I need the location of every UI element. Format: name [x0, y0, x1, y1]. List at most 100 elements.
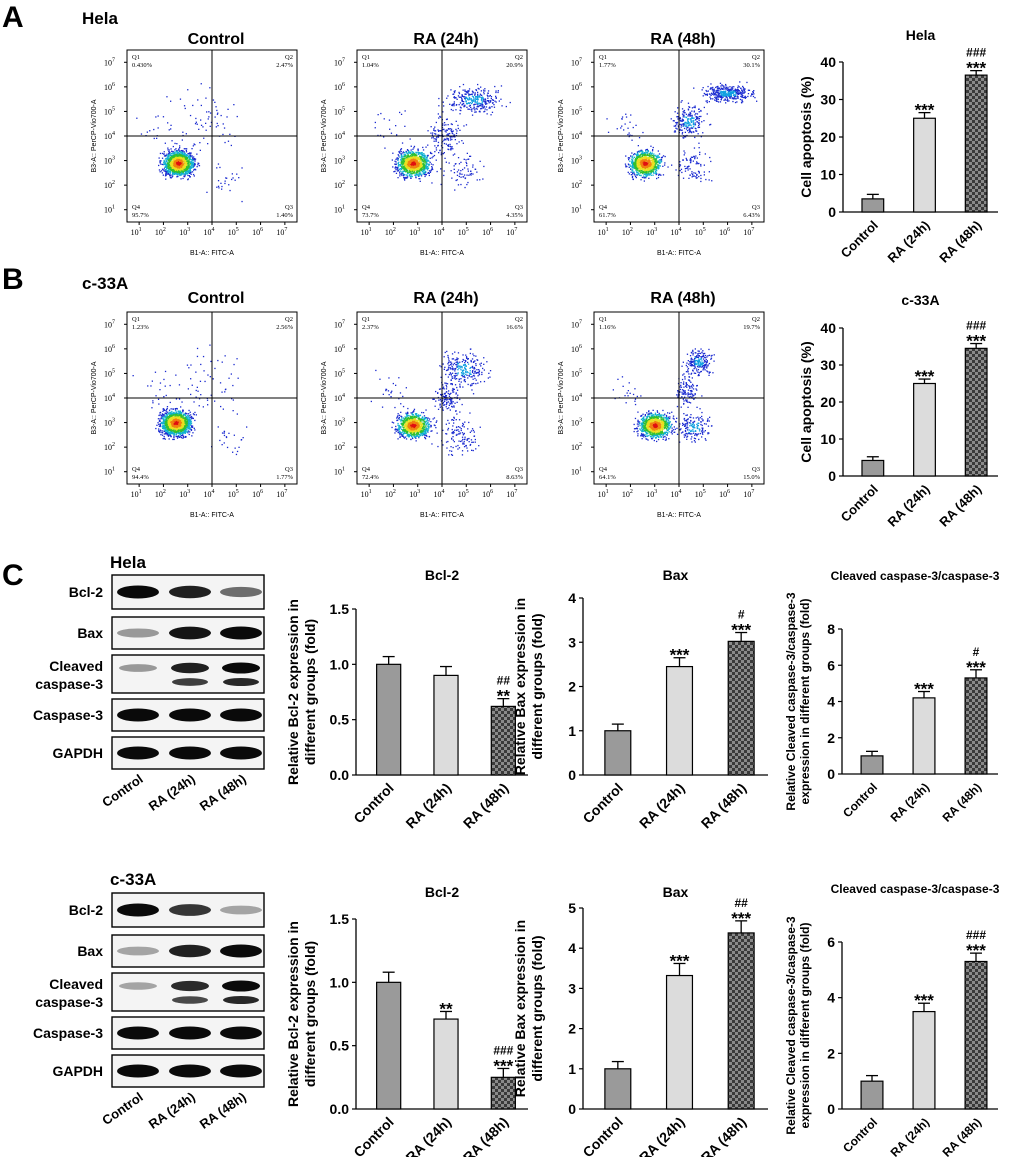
blot-band-lower: [223, 996, 259, 1004]
flow-y-tick: 106: [334, 344, 345, 354]
blot-label: GAPDH: [52, 1063, 103, 1079]
significance-marker: ***: [670, 951, 690, 970]
flow-x-axis-label: B1-A:: FITC-A: [420, 250, 464, 257]
y-tick-label: 40: [820, 320, 836, 336]
flow-x-tick: 101: [131, 489, 142, 499]
significance-marker: ***: [914, 680, 934, 699]
category-label: RA (48h): [460, 780, 512, 832]
flow-x-tick: 106: [252, 489, 263, 499]
y-tick-label: 2: [827, 730, 835, 746]
flow-x-tick: 104: [204, 227, 215, 237]
y-tick-label: 10: [820, 167, 836, 183]
blot-band: [117, 628, 159, 638]
bar: [665, 665, 694, 776]
blot-label: Bax: [77, 625, 103, 641]
flow-title-c33a-ra48: RA (48h): [650, 290, 715, 307]
significance-marker: #: [973, 645, 980, 659]
quadrant-percent: 72.4%: [362, 474, 379, 481]
bar: [964, 960, 988, 1110]
y-tick-label: 6: [827, 934, 835, 950]
flow-y-tick: 104: [571, 131, 582, 141]
category-label: RA (24h): [636, 780, 688, 832]
bar: [727, 932, 755, 1110]
blot-band-lower: [223, 678, 259, 686]
flow-y-tick: 105: [571, 106, 582, 116]
flow-x-tick: 104: [434, 227, 445, 237]
quadrant-name: Q2: [752, 54, 760, 61]
flow-x-tick: 101: [361, 227, 372, 237]
flow-dots: [370, 348, 492, 456]
quadrant-name: Q1: [362, 316, 370, 323]
blot-lane-label: RA (24h): [146, 771, 198, 814]
category-label: RA (48h): [698, 780, 750, 832]
quadrant-percent: 95.7%: [132, 212, 149, 219]
y-tick-label: 1: [568, 1061, 576, 1077]
flow-y-tick: 106: [104, 82, 115, 92]
flow-dots: [612, 348, 715, 443]
quadrant-percent: 64.1%: [599, 474, 616, 481]
y-tick-label: 2: [827, 1045, 835, 1061]
quadrant-percent: 8.63%: [506, 474, 523, 481]
flow-y-tick: 101: [104, 467, 115, 477]
quadrant-name: Q4: [599, 204, 608, 211]
flow-x-tick: 102: [385, 489, 396, 499]
flow-x-tick: 106: [482, 227, 493, 237]
flow-y-axis-label: B3-A:: PerCP-Vio700-A: [321, 361, 328, 434]
significance-marker: ***: [914, 991, 934, 1010]
quadrant-name: Q3: [752, 466, 760, 473]
blot-band: [220, 626, 262, 640]
blot-band: [117, 708, 159, 722]
y-axis-label: Relative Cleaved caspase-3/caspase-3: [784, 916, 798, 1134]
quadrant-percent: 0.430%: [132, 62, 153, 69]
bar: [964, 74, 988, 213]
quadrant-percent: 1.77%: [599, 62, 616, 69]
flow-y-axis-label: B3-A:: PerCP-Vio700-A: [91, 99, 98, 172]
flow-y-tick: 103: [104, 156, 115, 166]
y-axis-label: Cell apoptosis (%): [798, 341, 814, 462]
blot-strip: [111, 698, 265, 732]
blot-band: [117, 585, 159, 599]
y-tick-label: 20: [820, 129, 836, 145]
y-tick-label: 30: [820, 357, 836, 373]
y-tick-label: 1.0: [330, 974, 350, 990]
quadrant-name: Q4: [362, 466, 371, 473]
western-label-hela: Hela: [110, 553, 146, 572]
bar: [376, 981, 402, 1110]
flow-y-tick: 107: [571, 57, 582, 67]
flow-title-c33a-ra24: RA (24h): [413, 290, 478, 307]
flow-y-tick: 107: [334, 319, 345, 329]
flow-x-axis-label: B1-A:: FITC-A: [190, 512, 234, 519]
row-label-c33a: c-33A: [82, 274, 128, 293]
western-blot-c33a: Bcl-2 Bax Cleaved caspase-3 Caspase-3 GAPDH Co…: [33, 892, 265, 1132]
blot-label: caspase-3: [35, 676, 103, 692]
blot-lane-label: Control: [99, 771, 145, 810]
category-label: Control: [579, 1114, 626, 1157]
flow-y-tick: 104: [334, 131, 345, 141]
flow-y-tick: 103: [104, 418, 115, 428]
y-tick-label: 0: [827, 766, 835, 782]
western-label-c33a: c-33A: [110, 870, 156, 889]
flow-y-axis-label: B3-A:: PerCP-Vio700-A: [558, 361, 565, 434]
quadrant-name: Q2: [285, 316, 293, 323]
flow-x-tick: 103: [179, 489, 190, 499]
flow-x-axis-label: B1-A:: FITC-A: [420, 512, 464, 519]
blot-strip: [111, 616, 265, 650]
blot-label: Bcl-2: [69, 584, 103, 600]
category-label: RA (24h): [402, 780, 454, 832]
category-label: RA (48h): [940, 1115, 984, 1157]
flow-x-tick: 106: [719, 489, 730, 499]
flow-x-tick: 104: [204, 489, 215, 499]
blot-label: Caspase-3: [33, 707, 103, 723]
quadrant-name: Q3: [515, 466, 523, 473]
flow-y-tick: 106: [571, 82, 582, 92]
blot-band: [117, 1064, 159, 1078]
y-tick-label: 1: [568, 723, 576, 739]
flow-x-tick: 106: [252, 227, 263, 237]
blot-band: [117, 903, 159, 917]
blot-strip: [111, 1016, 265, 1050]
significance-marker: ###: [966, 928, 986, 942]
flow-x-tick: 102: [385, 227, 396, 237]
bar: [913, 382, 936, 477]
flow-y-tick: 106: [334, 82, 345, 92]
